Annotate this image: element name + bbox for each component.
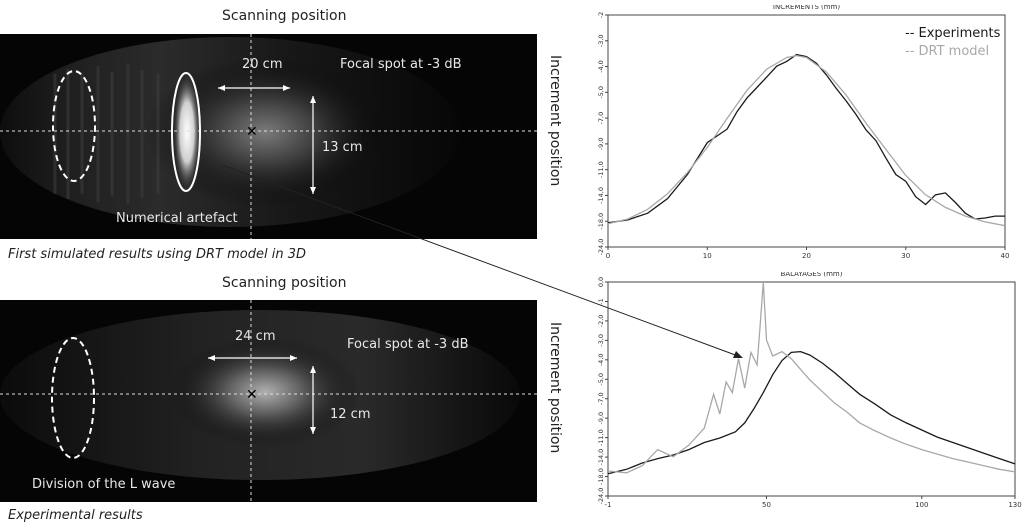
x-tick-label: 40 <box>1001 252 1010 260</box>
y-tick-label: -1 <box>597 298 605 304</box>
y-tick-label: -9,0 <box>597 412 605 425</box>
x-tick-label: 30 <box>901 252 910 260</box>
series-line-drt-model <box>607 54 1006 227</box>
x-tick-label: 0 <box>606 252 610 260</box>
balayages-chart: BALAYAGES (mm) -1 50 100 130 -24,0 -18,0 -14,0 -… <box>590 270 1027 525</box>
bottom-focal-text: Focal spot at -3 dB <box>347 337 469 352</box>
y-tick-label: -3,0 <box>597 34 605 47</box>
top-artefact-text: Numerical artefact <box>116 211 238 226</box>
svg-text:✕: ✕ <box>246 387 258 403</box>
y-tick-label: -4,0 <box>597 353 605 366</box>
bottom-height-text: 12 cm <box>330 407 371 422</box>
bottom-experiment-svg: ✕ 24 cm Focal spot at -3 dB 12 cm Divisi… <box>0 300 537 502</box>
chart-title: BALAYAGES (mm) <box>781 272 843 278</box>
svg-text:✕: ✕ <box>246 124 258 140</box>
y-tick-label: -9,0 <box>597 138 605 151</box>
top-simulation-svg: ✕ 20 cm Focal spot at -3 dB 13 cm Numeri… <box>0 34 537 239</box>
y-tick-label: -5,0 <box>597 373 605 386</box>
y-tick-label: -11,0 <box>597 161 605 178</box>
y-tick-label: -11,0 <box>597 429 605 446</box>
increments-chart: INCREMENTS (mm) 0 10 20 30 40 -24,0 -18,0 -14,0 -… <box>590 3 1027 267</box>
series-line-drt-model <box>607 281 1016 474</box>
y-tick-label: -7,0 <box>597 392 605 405</box>
top-panel-header: Scanning position <box>222 8 347 24</box>
y-tick-label: 0,0 <box>597 277 605 287</box>
balayages-chart-svg: BALAYAGES (mm) -1 50 100 130 -24,0 -18,0 -14,0 -… <box>597 270 1022 509</box>
x-tick-label: -1 <box>605 501 612 509</box>
x-tick-label: 20 <box>802 252 811 260</box>
legend-entry-experiments: -- Experiments <box>905 26 1001 41</box>
plot-frame <box>607 281 1016 497</box>
y-tick-label: -24,0 <box>597 239 605 256</box>
top-caption: First simulated results using DRT model … <box>8 247 306 262</box>
top-width-text: 20 cm <box>242 57 283 72</box>
y-tick-label: -3,0 <box>597 334 605 347</box>
series-line-experiments <box>607 350 1016 475</box>
x-tick-label: 100 <box>915 501 928 509</box>
legend-entry-drt-model: -- DRT model <box>905 44 989 59</box>
chart-title: INCREMENTS (mm) <box>773 5 840 11</box>
bottom-caption: Experimental results <box>8 508 143 523</box>
y-tick-label: -7,0 <box>597 112 605 125</box>
x-tick-label: 130 <box>1008 501 1021 509</box>
increments-chart-svg: INCREMENTS (mm) 0 10 20 30 40 -24,0 -18,0 -14,0 -… <box>597 3 1010 260</box>
x-tick-label: 10 <box>703 252 712 260</box>
y-tick-label: -2 <box>597 12 605 18</box>
bottom-experiment-image: ✕ 24 cm Focal spot at -3 dB 12 cm Divisi… <box>0 300 537 502</box>
y-tick-label: -18,0 <box>597 468 605 485</box>
y-tick-label: -14,0 <box>597 187 605 204</box>
bottom-panel-header: Scanning position <box>222 275 347 291</box>
y-tick-label: -4,0 <box>597 60 605 73</box>
y-tick-label: -24,0 <box>597 488 605 505</box>
bottom-division-text: Division of the L wave <box>32 477 175 492</box>
y-tick-label: -18,0 <box>597 213 605 230</box>
y-tick-label: -14,0 <box>597 449 605 466</box>
y-tick-label: -5,0 <box>597 86 605 99</box>
y-tick-label: -2,0 <box>597 315 605 328</box>
x-tick-label: 50 <box>762 501 771 509</box>
top-height-text: 13 cm <box>322 140 363 155</box>
series-line-experiments <box>607 53 1005 224</box>
bottom-width-text: 24 cm <box>235 329 276 344</box>
top-simulation-image: ✕ 20 cm Focal spot at -3 dB 13 cm Numeri… <box>0 34 537 239</box>
top-focal-text: Focal spot at -3 dB <box>340 57 462 72</box>
